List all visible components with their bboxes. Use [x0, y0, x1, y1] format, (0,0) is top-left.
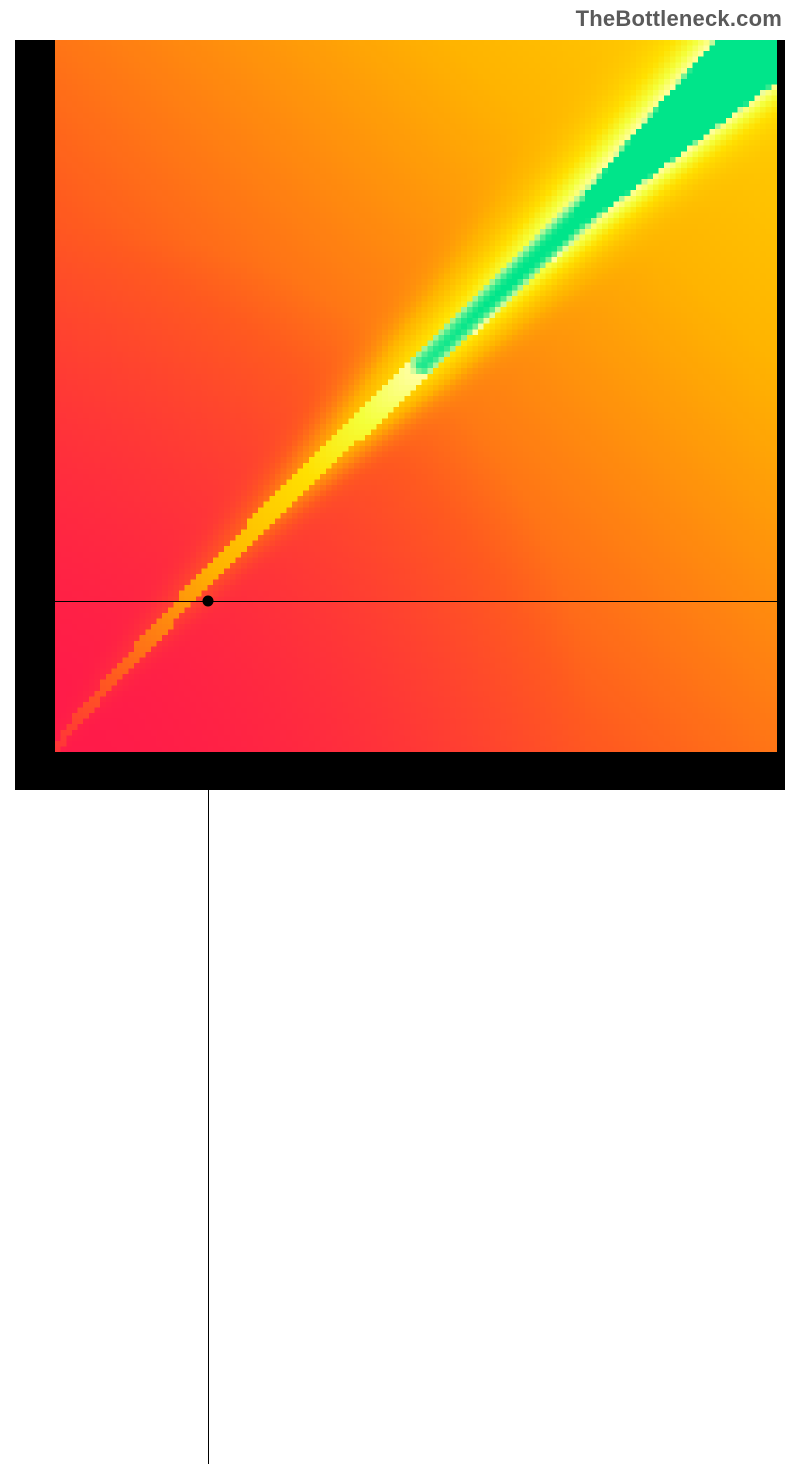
- chart-container: TheBottleneck.com: [0, 0, 800, 800]
- heatmap-canvas: [55, 40, 777, 752]
- plot-outer-frame: [15, 40, 785, 790]
- crosshair-horizontal: [55, 601, 777, 602]
- crosshair-marker-dot: [203, 596, 214, 607]
- attribution-label: TheBottleneck.com: [576, 6, 782, 32]
- crosshair-vertical: [208, 752, 209, 1464]
- plot-inner-area: [55, 40, 777, 752]
